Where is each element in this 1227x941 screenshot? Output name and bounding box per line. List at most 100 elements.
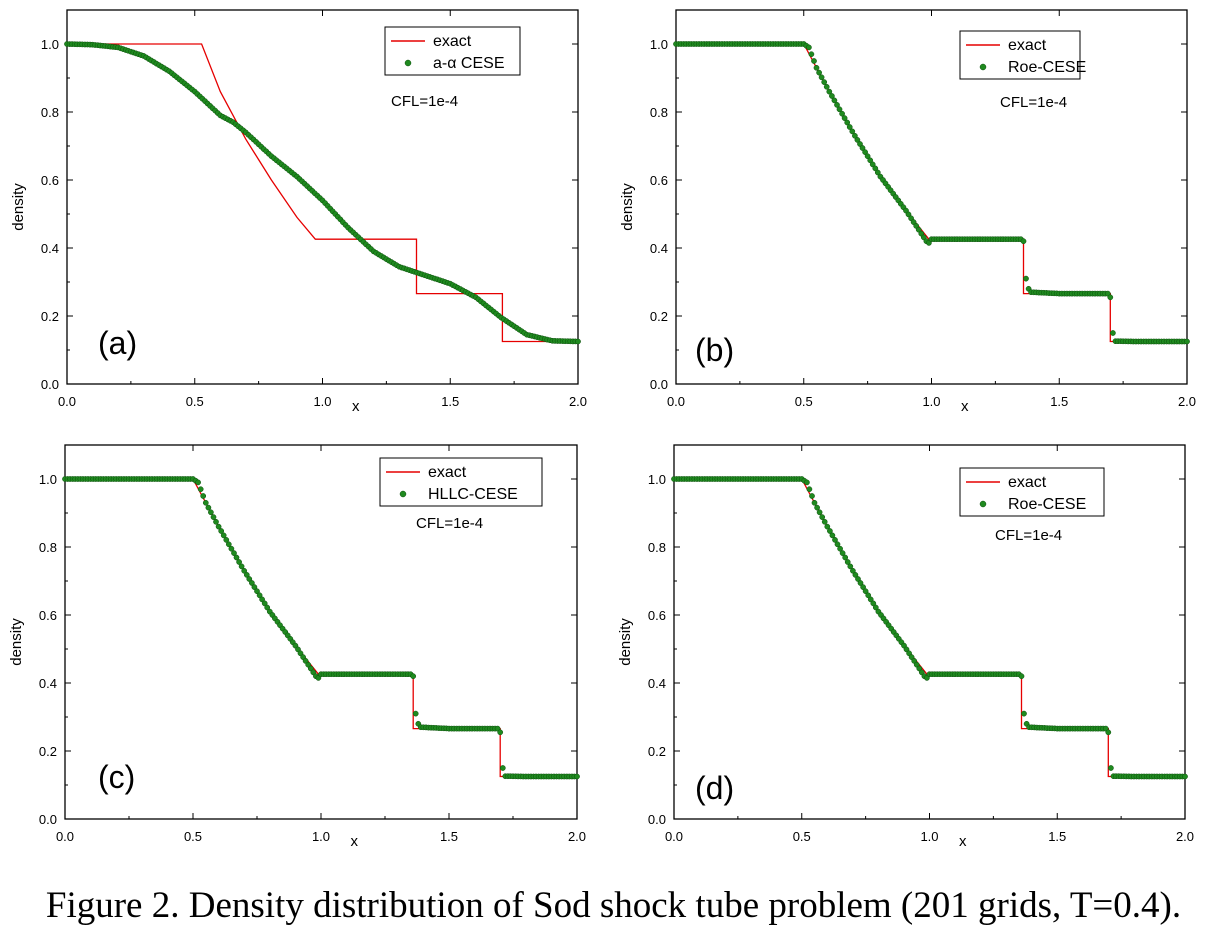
data-point bbox=[1107, 294, 1114, 301]
legend-box bbox=[959, 467, 1105, 517]
x-tick-label: 1.5 bbox=[440, 829, 458, 844]
data-point bbox=[859, 145, 866, 151]
x-tick-label: 2.0 bbox=[568, 829, 586, 844]
data-point bbox=[827, 528, 833, 534]
data-point bbox=[1020, 238, 1027, 245]
y-tick-label: 0.8 bbox=[648, 540, 666, 555]
data-point bbox=[1108, 765, 1114, 771]
x-tick-label: 0.5 bbox=[186, 394, 204, 409]
figure-caption: Figure 2. Density distribution of Sod sh… bbox=[45, 885, 1182, 926]
data-point bbox=[200, 493, 207, 499]
data-point bbox=[814, 504, 820, 511]
panel-label: (d) bbox=[695, 770, 734, 806]
data-point bbox=[1182, 773, 1188, 780]
data-point bbox=[867, 596, 874, 603]
data-point bbox=[1184, 338, 1190, 345]
data-point bbox=[852, 572, 859, 578]
x-tick-label: 0.5 bbox=[793, 829, 811, 844]
chart-panel-d: 0.0 0.5 1.0 1.5 2.0 0.0 0.2 0.4 0.6 0.8 1.0 x densit… bbox=[617, 444, 1194, 850]
data-point bbox=[816, 509, 823, 516]
cfl-annotation: CFL=1e-4 bbox=[1000, 94, 1067, 111]
legend-label-numerical: HLLC-CESE bbox=[428, 486, 518, 503]
data-point bbox=[499, 765, 506, 771]
x-tick-label: 0.0 bbox=[667, 394, 685, 409]
data-point bbox=[195, 479, 201, 486]
data-point bbox=[575, 338, 581, 345]
x-tick-label: 1.0 bbox=[920, 829, 938, 844]
legend-marker-numerical bbox=[979, 500, 987, 508]
data-point bbox=[215, 523, 222, 530]
x-tick-label: 0.0 bbox=[665, 829, 683, 844]
data-point bbox=[854, 137, 861, 143]
cfl-annotation: CFL=1e-4 bbox=[995, 527, 1062, 544]
x-tick-label: 1.5 bbox=[1048, 829, 1066, 844]
legend-label-exact: exact bbox=[428, 464, 467, 481]
data-point bbox=[915, 226, 922, 233]
y-tick-label: 0.2 bbox=[650, 309, 668, 324]
data-point bbox=[809, 493, 815, 499]
y-tick-label: 0.4 bbox=[648, 676, 666, 691]
y-tick-label: 0.4 bbox=[39, 676, 57, 691]
y-tick-label: 0.4 bbox=[41, 241, 59, 256]
data-point bbox=[829, 532, 836, 539]
data-point bbox=[844, 559, 851, 565]
data-point bbox=[249, 580, 255, 586]
y-tick-label: 0.6 bbox=[41, 173, 59, 188]
data-point bbox=[1023, 275, 1029, 282]
data-point bbox=[804, 479, 810, 486]
data-point bbox=[497, 729, 504, 736]
x-tick-label: 1.5 bbox=[1050, 394, 1068, 409]
y-tick-label: 0.0 bbox=[648, 812, 666, 827]
y-axis-label: density bbox=[10, 183, 27, 231]
data-point bbox=[246, 576, 253, 582]
data-point bbox=[210, 514, 217, 520]
data-point bbox=[872, 165, 879, 172]
data-point bbox=[233, 554, 240, 561]
data-point bbox=[254, 588, 260, 595]
data-point bbox=[410, 673, 417, 680]
data-point bbox=[818, 74, 825, 81]
legend-box bbox=[959, 30, 1081, 80]
panel-label: (c) bbox=[98, 759, 135, 795]
data-point bbox=[834, 541, 841, 548]
y-tick-label: 0.2 bbox=[648, 744, 666, 759]
y-tick-label: 0.6 bbox=[650, 173, 668, 188]
x-axis-label: x bbox=[959, 833, 967, 850]
data-point bbox=[867, 157, 874, 164]
data-point bbox=[243, 572, 250, 578]
y-tick-label: 0.0 bbox=[39, 812, 57, 827]
data-point bbox=[1018, 673, 1025, 680]
y-axis-label: density bbox=[617, 618, 634, 666]
data-point bbox=[852, 132, 858, 139]
data-point bbox=[412, 710, 419, 717]
x-tick-label: 1.5 bbox=[441, 394, 459, 409]
data-point bbox=[824, 523, 831, 530]
legend-label-exact: exact bbox=[433, 33, 472, 50]
y-tick-label: 0.6 bbox=[648, 608, 666, 623]
y-tick-label: 0.6 bbox=[39, 608, 57, 623]
data-point bbox=[264, 604, 271, 611]
data-point bbox=[847, 563, 854, 570]
legend-label-numerical: a-α CESE bbox=[433, 55, 505, 72]
data-point bbox=[834, 102, 840, 108]
y-tick-label: 0.8 bbox=[650, 105, 668, 120]
data-point bbox=[849, 128, 856, 135]
y-tick-label: 0.0 bbox=[650, 377, 668, 392]
x-axis-label: x bbox=[351, 833, 359, 850]
legend-label-numerical: Roe-CESE bbox=[1008, 59, 1086, 76]
data-point bbox=[857, 580, 864, 586]
data-point bbox=[826, 88, 833, 95]
data-point bbox=[259, 596, 265, 603]
chart-panel-b: 0.0 0.5 1.0 1.5 2.0 0.0 0.2 0.4 0.6 0.8 1.0 x densit… bbox=[619, 9, 1196, 415]
data-point bbox=[1110, 330, 1116, 336]
x-tick-label: 0.0 bbox=[56, 829, 74, 844]
data-point bbox=[251, 584, 258, 590]
legend-label-exact: exact bbox=[1008, 474, 1047, 491]
data-point bbox=[862, 588, 869, 595]
y-tick-label: 0.8 bbox=[41, 105, 59, 120]
data-point bbox=[205, 504, 212, 511]
data-point bbox=[202, 499, 209, 506]
data-point bbox=[842, 554, 849, 561]
data-point bbox=[1105, 729, 1112, 736]
data-point bbox=[903, 646, 910, 653]
